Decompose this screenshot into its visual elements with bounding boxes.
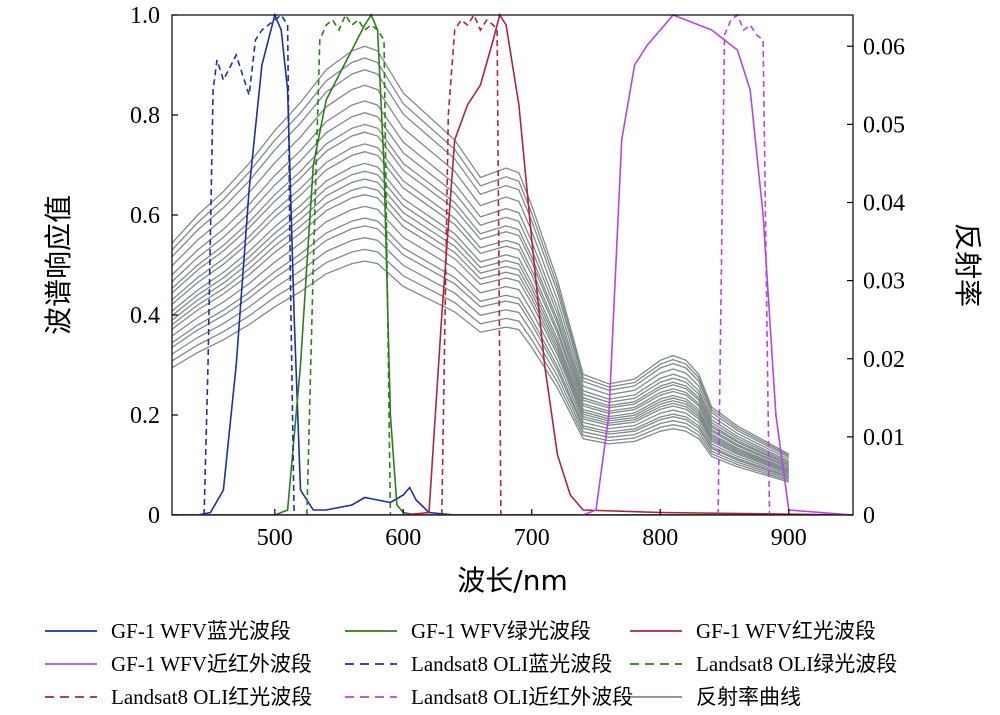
legend-label: 反射率曲线 bbox=[696, 685, 801, 709]
y-left-tick-label: 0.2 bbox=[130, 403, 160, 429]
legend-label: GF-1 WFV蓝光波段 bbox=[111, 619, 291, 643]
y-axis-right: 0 0.01 0.02 0.03 0.04 0.05 0.06 bbox=[847, 34, 905, 529]
x-tick-label: 600 bbox=[385, 525, 421, 551]
reflectance-curve-3 bbox=[172, 69, 790, 458]
series-line-7 bbox=[441, 13, 502, 515]
x-axis: 500 600 700 800 900 bbox=[257, 509, 807, 551]
reflectance-curve-16 bbox=[172, 205, 790, 476]
legend: GF-1 WFV蓝光波段 GF-1 WFV绿光波段 GF-1 WFV红光波段 GF-1… bbox=[45, 619, 897, 709]
reflectance-curve-19 bbox=[172, 237, 789, 480]
series-line-3 bbox=[172, 13, 853, 515]
reflectance-curve-5 bbox=[172, 100, 790, 462]
legend-label: GF-1 WFV近红外波段 bbox=[111, 652, 312, 676]
y-right-tick-label: 0.05 bbox=[863, 112, 905, 138]
x-tick-label: 700 bbox=[514, 525, 550, 551]
y-left-tick-label: 1.0 bbox=[130, 3, 160, 29]
y-right-tick-label: 0.04 bbox=[863, 191, 905, 217]
y-right-tick-label: 0.06 bbox=[863, 34, 905, 60]
legend-label: Landsat8 OLI蓝光波段 bbox=[411, 652, 612, 676]
legend-label: GF-1 WFV绿光波段 bbox=[411, 619, 591, 643]
x-tick-label: 500 bbox=[257, 525, 293, 551]
y-axis-right-title: 反射率 bbox=[951, 223, 984, 307]
y-right-tick-label: 0.02 bbox=[863, 347, 905, 373]
legend-label: GF-1 WFV红光波段 bbox=[696, 619, 876, 643]
reflectance-curve-11 bbox=[172, 162, 790, 470]
legend-label: Landsat8 OLI绿光波段 bbox=[696, 652, 897, 676]
y-axis-left-title: 波谱响应值 bbox=[42, 195, 75, 335]
curves-layer bbox=[172, 45, 790, 483]
y-left-tick-label: 0.8 bbox=[130, 103, 160, 129]
y-left-tick-label: 0 bbox=[148, 503, 160, 529]
y-right-tick-label: 0 bbox=[863, 503, 875, 529]
reflectance-curve-1 bbox=[172, 45, 790, 455]
series-line-1 bbox=[172, 13, 853, 515]
reflectance-curve-20 bbox=[172, 248, 789, 482]
legend-label: Landsat8 OLI近红外波段 bbox=[411, 685, 633, 709]
y-axis-left: 0 0.2 0.4 0.6 0.8 1.0 bbox=[130, 3, 178, 529]
series-line-2 bbox=[172, 13, 853, 515]
plot-frame bbox=[171, 14, 854, 516]
x-tick-label: 800 bbox=[642, 525, 678, 551]
legend-label: Landsat8 OLI红光波段 bbox=[111, 685, 312, 709]
reflectance-curve-6 bbox=[172, 112, 790, 464]
series-layer bbox=[172, 13, 853, 515]
reflectance-curve-7 bbox=[172, 123, 790, 465]
y-left-tick-label: 0.4 bbox=[130, 303, 160, 329]
reflectance-curve-15 bbox=[172, 194, 790, 475]
y-right-tick-label: 0.01 bbox=[863, 425, 905, 451]
y-right-tick-label: 0.03 bbox=[863, 269, 905, 295]
reflectance-curve-2 bbox=[172, 57, 790, 457]
reflectance-curve-21 bbox=[172, 260, 789, 483]
series-line-5 bbox=[203, 13, 295, 515]
reflectance-curve-10 bbox=[172, 151, 790, 469]
series-line-6 bbox=[306, 13, 392, 515]
series-line-4 bbox=[172, 14, 853, 515]
reflectance-curve-13 bbox=[172, 178, 790, 472]
y-left-tick-label: 0.6 bbox=[130, 203, 160, 229]
x-tick-label: 900 bbox=[771, 525, 807, 551]
x-axis-title: 波长/nm bbox=[457, 564, 567, 597]
reflectance-curve-8 bbox=[172, 131, 790, 466]
reflectance-curve-9 bbox=[172, 143, 790, 468]
reflectance-curve-18 bbox=[172, 225, 790, 479]
reflectance-curve-4 bbox=[172, 84, 790, 460]
series-line-8 bbox=[717, 13, 771, 515]
reflectance-curve-17 bbox=[172, 217, 790, 478]
